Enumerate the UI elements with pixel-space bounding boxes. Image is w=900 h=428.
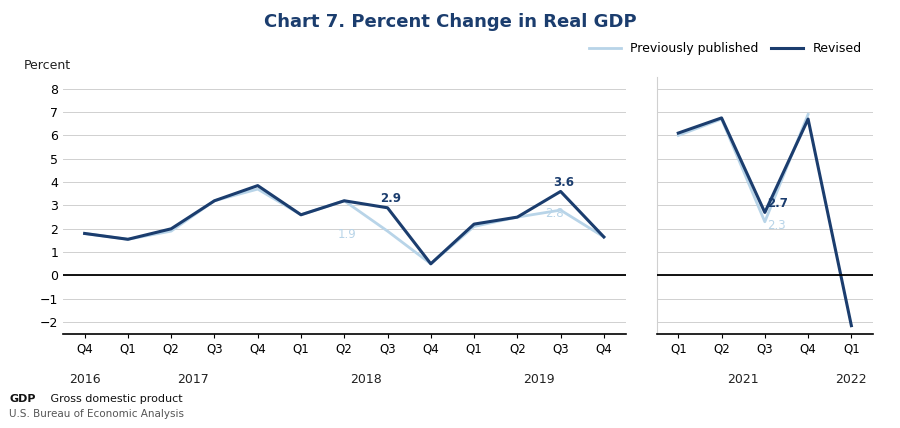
Text: 2018: 2018: [350, 373, 382, 386]
Text: 2.7: 2.7: [768, 196, 788, 210]
Text: 2.3: 2.3: [768, 219, 787, 232]
Text: 2017: 2017: [177, 373, 209, 386]
Text: 2021: 2021: [727, 373, 759, 386]
Text: 1.9: 1.9: [338, 229, 356, 241]
Text: 3.6: 3.6: [553, 175, 574, 189]
Text: Percent: Percent: [23, 59, 71, 72]
Text: Gross domestic product: Gross domestic product: [40, 394, 183, 404]
Text: Chart 7. Percent Change in Real GDP: Chart 7. Percent Change in Real GDP: [264, 13, 636, 31]
Text: GDP: GDP: [9, 394, 35, 404]
Text: 2022: 2022: [835, 373, 868, 386]
Text: 2.8: 2.8: [544, 207, 563, 220]
Text: 2019: 2019: [523, 373, 554, 386]
Text: U.S. Bureau of Economic Analysis: U.S. Bureau of Economic Analysis: [9, 409, 184, 419]
Text: 2.9: 2.9: [380, 192, 400, 205]
Legend: Previously published, Revised: Previously published, Revised: [584, 37, 867, 60]
Text: 2016: 2016: [68, 373, 101, 386]
